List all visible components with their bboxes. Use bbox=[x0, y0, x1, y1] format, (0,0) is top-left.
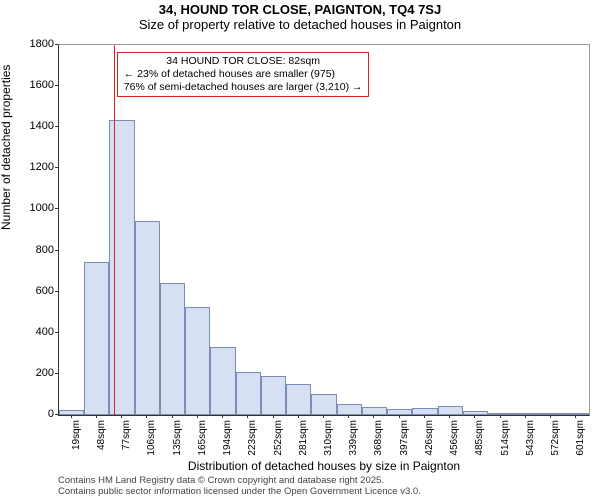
xtick-mark bbox=[373, 415, 374, 418]
xtick-mark bbox=[273, 415, 274, 418]
xtick-mark bbox=[399, 415, 400, 418]
xtick-label: 310sqm bbox=[323, 420, 334, 470]
ytick-label: 0 bbox=[14, 408, 54, 420]
ytick-mark bbox=[55, 332, 58, 333]
y-axis-label: Number of detached properties bbox=[0, 65, 13, 230]
xtick-label: 223sqm bbox=[247, 420, 258, 470]
ytick-label: 400 bbox=[14, 326, 54, 338]
xtick-mark bbox=[449, 415, 450, 418]
histogram-bar bbox=[362, 407, 387, 415]
histogram-bar bbox=[286, 384, 311, 415]
ytick-label: 1200 bbox=[14, 161, 54, 173]
ytick-mark bbox=[55, 85, 58, 86]
xtick-mark bbox=[71, 415, 72, 418]
xtick-label: 106sqm bbox=[146, 420, 157, 470]
xtick-mark bbox=[575, 415, 576, 418]
histogram-bar bbox=[210, 347, 235, 415]
xtick-label: 601sqm bbox=[575, 420, 586, 470]
xtick-label: 77sqm bbox=[121, 420, 132, 470]
histogram-bar bbox=[337, 404, 362, 415]
chart-plot-area bbox=[58, 44, 590, 416]
title-line1: 34, HOUND TOR CLOSE, PAIGNTON, TQ4 7SJ bbox=[0, 2, 600, 17]
xtick-label: 281sqm bbox=[298, 420, 309, 470]
attribution-line2: Contains public sector information licen… bbox=[58, 487, 421, 498]
ytick-label: 800 bbox=[14, 244, 54, 256]
histogram-bar bbox=[488, 413, 513, 415]
ytick-mark bbox=[55, 208, 58, 209]
ytick-label: 1000 bbox=[14, 202, 54, 214]
xtick-label: 135sqm bbox=[172, 420, 183, 470]
xtick-mark bbox=[525, 415, 526, 418]
xtick-label: 48sqm bbox=[96, 420, 107, 470]
histogram-bar bbox=[412, 408, 437, 415]
xtick-mark bbox=[474, 415, 475, 418]
xtick-mark bbox=[348, 415, 349, 418]
ytick-mark bbox=[55, 250, 58, 251]
ytick-label: 1800 bbox=[14, 38, 54, 50]
ytick-label: 600 bbox=[14, 285, 54, 297]
histogram-bar bbox=[387, 409, 412, 415]
histogram-bar bbox=[236, 372, 261, 415]
ytick-label: 1600 bbox=[14, 79, 54, 91]
xtick-mark bbox=[146, 415, 147, 418]
title-line2: Size of property relative to detached ho… bbox=[0, 17, 600, 32]
attribution-text: Contains HM Land Registry data © Crown c… bbox=[58, 476, 421, 498]
xtick-mark bbox=[121, 415, 122, 418]
histogram-bar bbox=[513, 413, 538, 415]
ytick-mark bbox=[55, 126, 58, 127]
histogram-bar bbox=[59, 410, 84, 415]
xtick-label: 572sqm bbox=[550, 420, 561, 470]
xtick-mark bbox=[247, 415, 248, 418]
xtick-label: 456sqm bbox=[449, 420, 460, 470]
ytick-mark bbox=[55, 291, 58, 292]
xtick-label: 514sqm bbox=[500, 420, 511, 470]
xtick-label: 397sqm bbox=[399, 420, 410, 470]
ytick-mark bbox=[55, 44, 58, 45]
xtick-label: 252sqm bbox=[273, 420, 284, 470]
histogram-bar bbox=[261, 376, 286, 415]
xtick-label: 368sqm bbox=[373, 420, 384, 470]
xtick-mark bbox=[323, 415, 324, 418]
histogram-bar bbox=[311, 394, 336, 415]
xtick-mark bbox=[197, 415, 198, 418]
xtick-mark bbox=[222, 415, 223, 418]
annotation-line2: ← 23% of detached houses are smaller (97… bbox=[124, 68, 363, 81]
ytick-mark bbox=[55, 167, 58, 168]
annotation-box: 34 HOUND TOR CLOSE: 82sqm ← 23% of detac… bbox=[117, 52, 370, 97]
xtick-mark bbox=[96, 415, 97, 418]
ytick-label: 1400 bbox=[14, 120, 54, 132]
ytick-mark bbox=[55, 373, 58, 374]
xtick-label: 19sqm bbox=[71, 420, 82, 470]
chart-titles: 34, HOUND TOR CLOSE, PAIGNTON, TQ4 7SJ S… bbox=[0, 0, 600, 32]
histogram-bar bbox=[135, 221, 160, 415]
histogram-bar bbox=[160, 283, 185, 415]
annotation-line1: 34 HOUND TOR CLOSE: 82sqm bbox=[124, 55, 363, 68]
xtick-label: 339sqm bbox=[348, 420, 359, 470]
annotation-line3: 76% of semi-detached houses are larger (… bbox=[124, 81, 363, 94]
xtick-mark bbox=[424, 415, 425, 418]
histogram-bar bbox=[185, 307, 210, 415]
xtick-mark bbox=[172, 415, 173, 418]
xtick-mark bbox=[500, 415, 501, 418]
xtick-label: 426sqm bbox=[424, 420, 435, 470]
ytick-mark bbox=[55, 414, 58, 415]
xtick-mark bbox=[298, 415, 299, 418]
xtick-label: 543sqm bbox=[525, 420, 536, 470]
xtick-mark bbox=[550, 415, 551, 418]
ytick-label: 200 bbox=[14, 367, 54, 379]
histogram-bar bbox=[438, 406, 463, 415]
xtick-label: 485sqm bbox=[474, 420, 485, 470]
xtick-label: 165sqm bbox=[197, 420, 208, 470]
xtick-label: 194sqm bbox=[222, 420, 233, 470]
histogram-bar bbox=[84, 262, 109, 415]
reference-marker-line bbox=[114, 45, 115, 415]
